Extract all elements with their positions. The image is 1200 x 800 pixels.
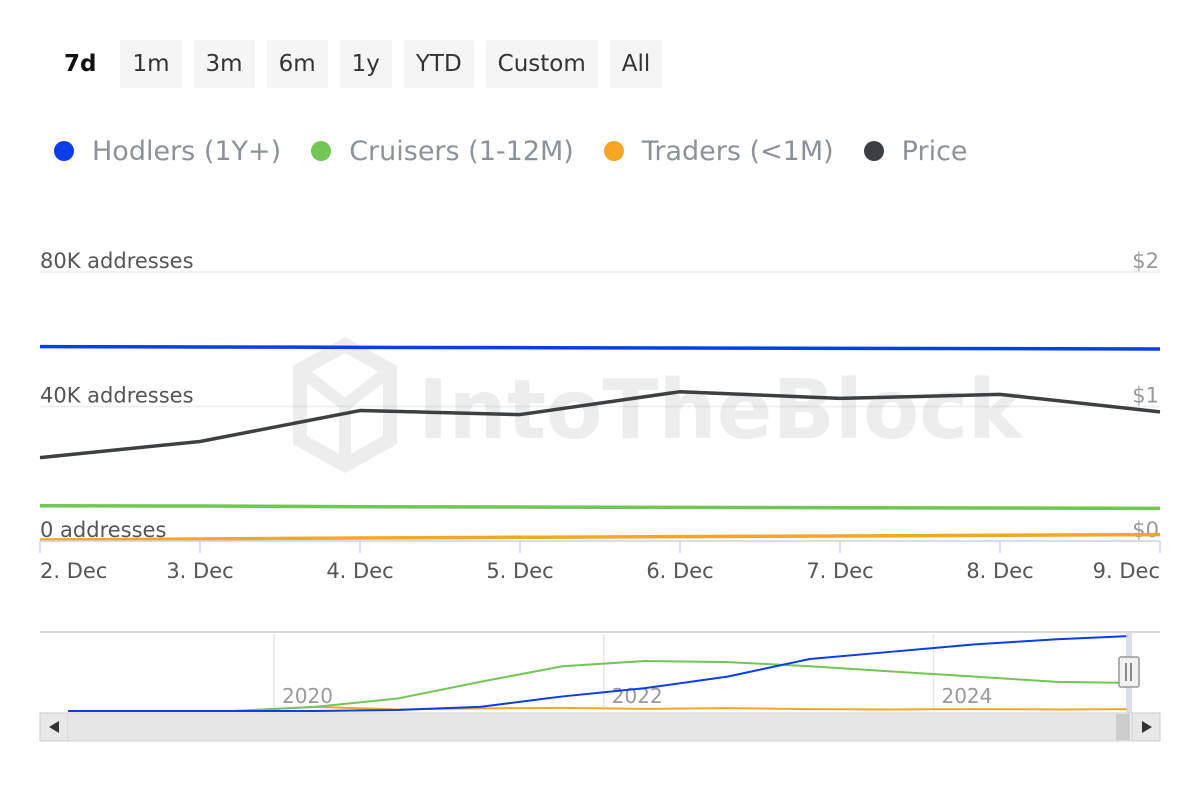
x-tick-label: 3. Dec (166, 559, 233, 583)
legend-label: Cruisers (1-12M) (349, 135, 574, 167)
legend-dot-icon (54, 141, 74, 161)
legend-dot-icon (863, 141, 884, 161)
series-line-1 (39, 344, 1161, 351)
series-lines (39, 344, 1161, 542)
legend-dot-icon (603, 141, 624, 161)
legend-item[interactable]: Price (863, 135, 968, 167)
y-left-tick-label: 80K addresses (40, 249, 194, 273)
legend-label: Hodlers (1Y+) (92, 135, 282, 167)
x-tick-label: 5. Dec (486, 559, 553, 583)
y-right-tick-label: $0 (1132, 518, 1159, 542)
range-button-6m[interactable]: 6m (266, 40, 328, 88)
chevron-right-icon (1142, 721, 1152, 733)
series-line-2 (39, 503, 1161, 511)
range-button-3m[interactable]: 3m (193, 40, 255, 88)
scrollbar-track[interactable] (68, 714, 1118, 740)
y-right-tick-label: $2 (1132, 249, 1159, 273)
navigator: 2020 2022 2024 (39, 631, 1161, 742)
range-button-7d[interactable]: 7d (52, 40, 109, 88)
legend-item[interactable]: Hodlers (1Y+) (54, 136, 281, 167)
chevron-left-icon (49, 721, 59, 733)
navigator-handle[interactable] (1118, 656, 1140, 688)
navigator-scrollbar[interactable] (39, 712, 1161, 742)
navigator-year-label: 2020 (282, 684, 333, 708)
legend-label: Price (901, 135, 968, 167)
x-tick-label: 7. Dec (806, 559, 873, 583)
x-tick-label: 2. Dec (40, 559, 107, 583)
x-tick-label: 6. Dec (646, 559, 713, 583)
range-button-custom[interactable]: Custom (485, 40, 598, 88)
watermark-logo: IntoTheBlock (293, 336, 1025, 474)
legend-item[interactable]: Traders (<1M) (603, 135, 834, 167)
scrollbar-thumb[interactable] (1116, 714, 1130, 740)
navigator-series (68, 635, 1129, 712)
legend-label: Traders (<1M) (641, 135, 834, 167)
legend-dot-icon (311, 141, 332, 161)
navigator-year-label: 2024 (941, 684, 992, 708)
x-tick-label: 4. Dec (326, 559, 393, 583)
range-button-all[interactable]: All (609, 40, 663, 88)
x-axis: 2. Dec 3. Dec 4. Dec 5. Dec 6. Dec 7. Dec 8. D… (39, 540, 1161, 583)
range-button-1y[interactable]: 1y (339, 40, 392, 88)
range-selector: 7d 1m 3m 6m 1y YTD Custom All (52, 40, 663, 88)
range-button-ytd[interactable]: YTD (403, 40, 474, 88)
watermark-cube-icon (293, 336, 397, 474)
legend-item[interactable]: Cruisers (1-12M) (311, 136, 574, 167)
navigator-series-line (68, 635, 1129, 712)
chart-legend: Hodlers (1Y+) Cruisers (1-12M) Traders (<1… (54, 130, 968, 172)
series-line-4 (39, 389, 1161, 460)
watermark-text: IntoTheBlock (418, 363, 1025, 458)
series-line-3 (39, 532, 1161, 542)
x-tick-label: 9. Dec (1093, 559, 1160, 583)
x-tick-label: 8. Dec (966, 559, 1033, 583)
y-left-tick-label: 40K addresses (40, 384, 194, 408)
range-button-1m[interactable]: 1m (120, 40, 182, 88)
y-right-tick-label: $1 (1132, 384, 1159, 408)
